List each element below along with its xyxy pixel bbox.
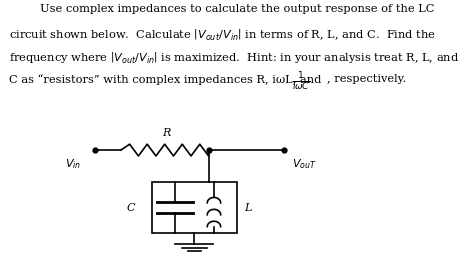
- Text: Use complex impedances to calculate the output response of the LC: Use complex impedances to calculate the …: [40, 4, 434, 14]
- Text: R: R: [162, 128, 170, 138]
- Text: $\frac{1}{i\omega C}$: $\frac{1}{i\omega C}$: [292, 71, 310, 94]
- Text: circuit shown below.  Calculate $\left|V_{out}/V_{in}\right|$ in terms of R, L, : circuit shown below. Calculate $\left|V_…: [9, 27, 437, 42]
- Text: frequency where $\left|V_{out}/V_{in}\right|$ is maximized.  Hint: in your analy: frequency where $\left|V_{out}/V_{in}\ri…: [9, 51, 460, 66]
- Text: $V_{in}$: $V_{in}$: [65, 157, 82, 170]
- Text: L: L: [244, 203, 252, 213]
- Text: $V_{ouT}$: $V_{ouT}$: [292, 157, 316, 170]
- Text: C: C: [127, 203, 135, 213]
- Text: C as “resistors” with complex impedances R, iωL, and: C as “resistors” with complex impedances…: [9, 74, 322, 85]
- Text: , respectively.: , respectively.: [327, 74, 406, 84]
